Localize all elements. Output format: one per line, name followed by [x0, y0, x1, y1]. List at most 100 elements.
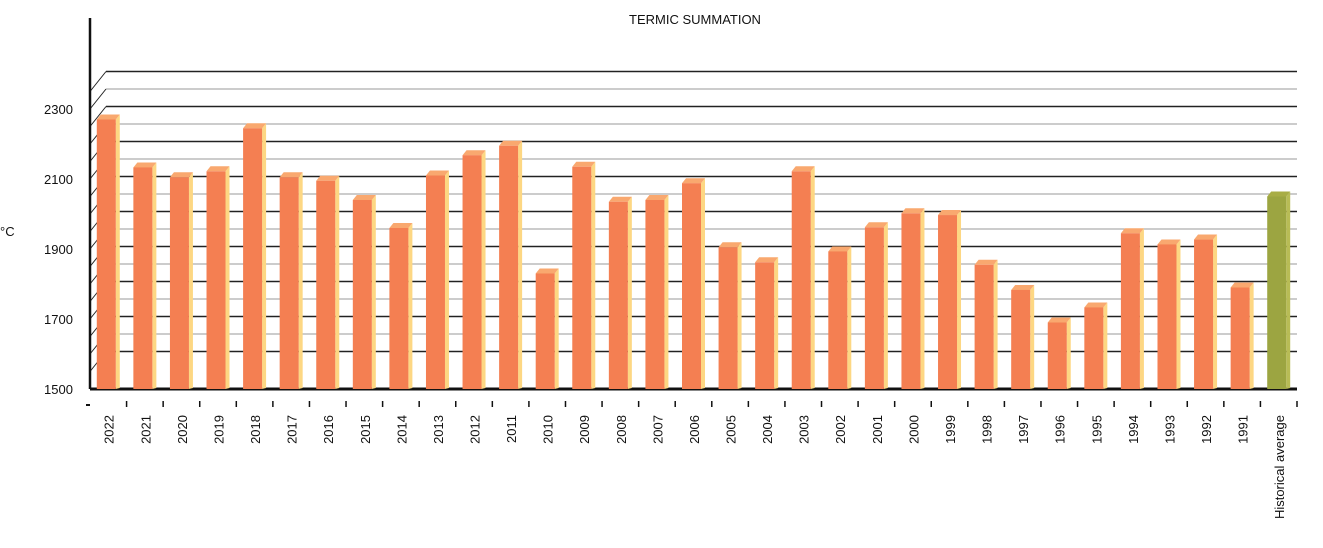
- bar-top: [96, 114, 120, 120]
- bar-front: [499, 145, 519, 389]
- bar-front: [718, 247, 738, 389]
- x-tick-label: 1997: [1016, 415, 1031, 444]
- bar-front: [1194, 239, 1214, 389]
- bar: [206, 166, 230, 389]
- x-tick-label: 2000: [906, 415, 921, 444]
- bar-side: [481, 150, 486, 389]
- x-tick-label: 2008: [614, 415, 629, 444]
- x-tick-label: 2017: [285, 415, 300, 444]
- bar-side: [591, 161, 596, 389]
- bar-front: [864, 227, 884, 389]
- bar-top: [572, 161, 596, 167]
- bar-side: [115, 114, 120, 389]
- bar-side: [444, 170, 449, 389]
- x-tick-label: Historical average: [1272, 415, 1287, 519]
- bar-front: [389, 228, 409, 389]
- bar-front: [1011, 289, 1031, 389]
- bar-side: [408, 223, 413, 389]
- bar: [682, 178, 705, 389]
- x-tick-label: 2004: [760, 415, 775, 444]
- bar: [425, 170, 449, 389]
- bar-top: [1194, 234, 1218, 240]
- x-tick-label: 1992: [1199, 415, 1214, 444]
- x-tick-label: 1993: [1162, 415, 1177, 444]
- bar-top: [938, 210, 962, 216]
- bar: [864, 222, 888, 389]
- y-tick-label: 1700: [44, 312, 73, 327]
- bar-top: [718, 242, 742, 248]
- bar: [1157, 239, 1181, 389]
- bar-top: [462, 150, 486, 156]
- bar-side: [262, 123, 267, 389]
- bar-front: [96, 119, 116, 389]
- x-tick-label: 2014: [394, 415, 409, 444]
- bar-top: [1267, 191, 1291, 197]
- bar-top: [1230, 282, 1254, 288]
- gridline-connector: [89, 106, 107, 127]
- bar-front: [243, 128, 263, 389]
- bar-front: [755, 262, 775, 389]
- x-tick-label: 1995: [1089, 415, 1104, 444]
- bar-side: [883, 222, 888, 389]
- bar-side: [1139, 228, 1144, 389]
- bar-front: [828, 251, 848, 389]
- bar-top: [535, 268, 559, 274]
- x-tick-label: 2005: [724, 415, 739, 444]
- bar-front: [1230, 287, 1250, 389]
- bar: [645, 195, 669, 389]
- bar-side: [664, 195, 669, 389]
- bar-front: [1047, 322, 1067, 389]
- bar: [1230, 282, 1254, 389]
- bar-front: [572, 166, 592, 389]
- bar-top: [169, 172, 193, 178]
- x-tick-label: 1999: [943, 415, 958, 444]
- bar: [938, 210, 962, 389]
- bar: [316, 175, 340, 389]
- bar-front: [352, 200, 372, 389]
- bar-front: [169, 177, 189, 389]
- bar-top: [1047, 317, 1071, 323]
- x-tick-label: 1991: [1236, 415, 1251, 444]
- bar-top: [1120, 228, 1144, 234]
- bar-side: [1213, 234, 1218, 389]
- bar: [1084, 302, 1108, 389]
- bar: [901, 208, 925, 389]
- bar-top: [243, 123, 267, 129]
- x-tick-label: 1994: [1126, 415, 1141, 444]
- bar: [572, 161, 596, 389]
- bar: [352, 195, 376, 389]
- bar-front: [206, 171, 226, 389]
- y-tick-labels: 1500 1700 1900 2100 2300: [44, 102, 73, 397]
- bar-side: [1176, 239, 1181, 389]
- bar-top: [608, 196, 632, 202]
- bar-side: [152, 162, 157, 389]
- bar: [791, 166, 815, 389]
- x-tick-label: 2011: [504, 415, 519, 443]
- x-tick-label: 1996: [1053, 415, 1068, 444]
- y-tick-label: 1900: [44, 242, 73, 257]
- y-tick-label: 2100: [44, 172, 73, 187]
- bar-side: [298, 172, 303, 389]
- gridline-connector: [89, 88, 107, 110]
- bar-top: [974, 259, 998, 265]
- x-tick-label: 2006: [687, 415, 702, 444]
- bar-top: [206, 166, 230, 172]
- bar-top: [682, 178, 705, 184]
- x-tick-label: 2019: [211, 415, 226, 444]
- x-tick-label: 2010: [541, 415, 556, 444]
- y-axis-unit-label: °C: [0, 224, 15, 239]
- bar-side: [188, 172, 193, 389]
- bar-side: [554, 268, 559, 389]
- bar-front: [682, 183, 701, 389]
- bar-side: [737, 242, 742, 389]
- bar: [279, 172, 303, 389]
- bar-side: [1066, 317, 1071, 389]
- bar-side: [225, 166, 230, 389]
- x-tick-label: 1998: [980, 415, 995, 444]
- y-tick-label: 2300: [44, 102, 73, 117]
- bar-top: [279, 172, 303, 178]
- bar-front: [1157, 244, 1177, 389]
- bar-top: [901, 208, 925, 214]
- bar-front: [133, 167, 153, 389]
